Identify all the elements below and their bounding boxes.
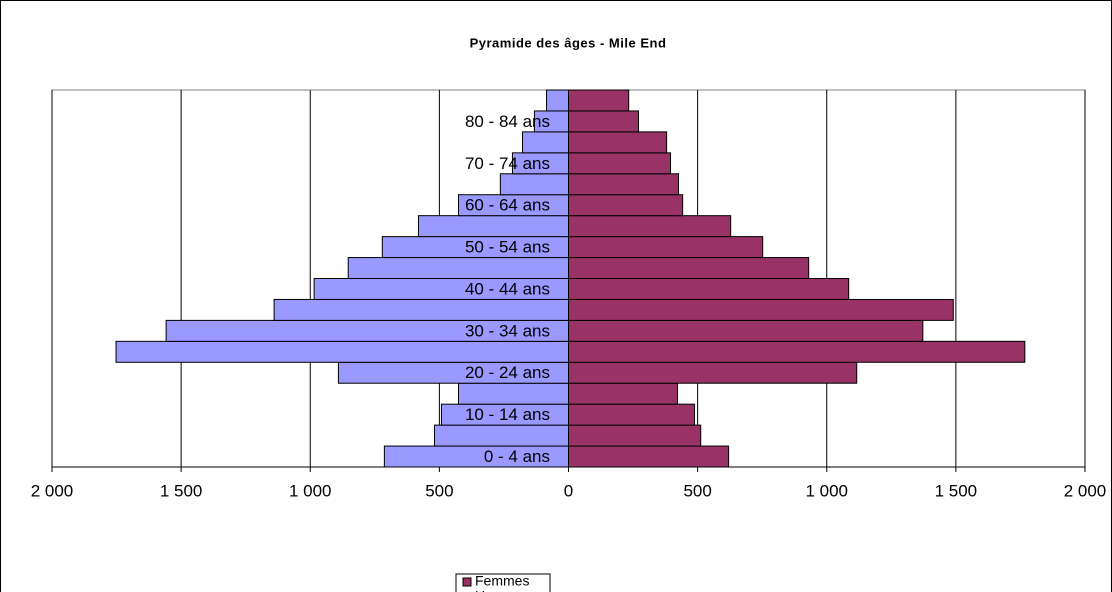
y-tick-label: 0 - 4 ans xyxy=(484,447,550,466)
bar xyxy=(417,215,569,238)
x-tick-label: 1 000 xyxy=(289,481,332,500)
y-tick-label: 40 - 44 ans xyxy=(465,279,550,298)
y-tick-label: 60 - 64 ans xyxy=(465,196,550,215)
y-tick-label: 70 - 74 ans xyxy=(465,154,550,173)
bar xyxy=(568,319,924,342)
legend-label: Femmes xyxy=(475,573,529,589)
chart-title: Pyramide des âges - Mile End xyxy=(470,35,667,50)
x-tick-label: 500 xyxy=(683,481,711,500)
x-tick-label: 0 xyxy=(564,481,573,500)
bar xyxy=(568,215,732,238)
bar xyxy=(568,445,730,468)
bar xyxy=(568,361,858,384)
bar xyxy=(568,257,810,279)
bar xyxy=(568,110,639,133)
x-tick-label: 500 xyxy=(425,481,453,500)
x-tick-label: 1 500 xyxy=(160,481,203,500)
bar xyxy=(568,278,850,300)
bar xyxy=(568,89,630,112)
bar xyxy=(568,236,764,259)
legend-box xyxy=(455,573,551,592)
legend-swatch xyxy=(462,577,472,587)
y-tick-label: 10 - 14 ans xyxy=(465,405,550,424)
y-tick-label: 30 - 34 ans xyxy=(465,321,550,340)
bar xyxy=(347,257,569,279)
x-tick-label: 2 000 xyxy=(31,481,74,500)
bar xyxy=(546,89,570,112)
x-tick-label: 2 000 xyxy=(1064,481,1107,500)
bar xyxy=(499,173,569,196)
y-tick-label: 80 - 84 ans xyxy=(465,112,550,131)
bar xyxy=(568,152,672,175)
bar xyxy=(568,298,954,321)
bar xyxy=(273,298,569,321)
y-tick-label: 20 - 24 ans xyxy=(465,363,550,382)
bar xyxy=(522,131,569,154)
bar xyxy=(115,340,570,363)
bar xyxy=(568,403,696,426)
x-tick-label: 1 500 xyxy=(935,481,978,500)
bar xyxy=(568,131,668,154)
bar xyxy=(568,382,678,405)
bar xyxy=(568,340,1026,363)
y-tick-label: 50 - 54 ans xyxy=(465,238,550,257)
x-tick-label: 1 000 xyxy=(805,481,848,500)
legend-label: Hommes xyxy=(475,588,531,592)
bar xyxy=(457,382,570,405)
bar xyxy=(568,194,684,217)
bar xyxy=(568,173,680,196)
bar xyxy=(568,424,702,447)
bar xyxy=(433,424,570,447)
